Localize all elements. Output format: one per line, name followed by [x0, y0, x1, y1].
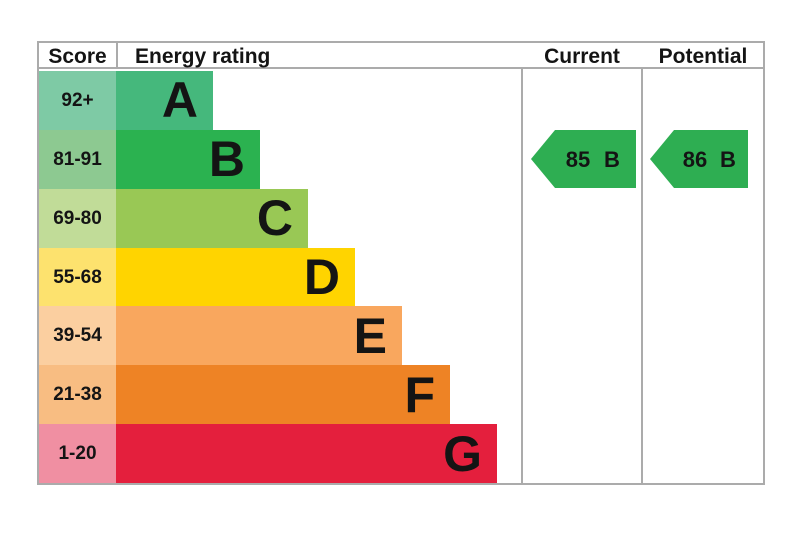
band-bar-a: A [116, 71, 213, 130]
band-bar-c: C [116, 188, 308, 248]
score-range-g: 1-20 [39, 424, 116, 484]
potential-band-letter: B [720, 147, 736, 172]
band-bar-e: E [116, 306, 402, 366]
score-range-a: 92+ [39, 71, 116, 130]
potential-rating-arrow: 86 B [650, 130, 748, 188]
band-row-d: 55-68 D [39, 247, 763, 307]
score-column-header: Score [39, 43, 118, 69]
band-row-f: 21-38 F [39, 365, 763, 425]
score-range-f: 21-38 [39, 365, 116, 425]
band-bar-f: F [116, 365, 450, 425]
potential-score-value: 86 [683, 147, 707, 172]
band-bar-g: G [116, 424, 497, 484]
epc-bands: 92+ A 81-91 B 69-80 C 55-68 D 39-54 E 21-38 F 1-20 G [39, 71, 763, 484]
band-bar-d: D [116, 247, 355, 307]
table-header-row: Score Energy rating Current Potential [39, 43, 763, 69]
potential-column-header: Potential [658, 44, 748, 68]
current-column-divider [521, 43, 523, 483]
band-letter-e: E [353, 307, 387, 364]
band-row-c: 69-80 C [39, 188, 763, 248]
energy-rating-column-header: Energy rating [135, 44, 271, 68]
band-letter-c: C [256, 190, 293, 247]
current-arrow-shape [531, 130, 636, 188]
band-row-b: 81-91 B [39, 129, 763, 189]
band-letter-f: F [404, 366, 435, 423]
band-letter-b: B [208, 131, 245, 188]
band-letter-g: G [443, 425, 482, 482]
score-range-d: 55-68 [39, 247, 116, 307]
band-letter-d: D [303, 249, 340, 305]
potential-arrow-shape [650, 130, 748, 188]
score-range-e: 39-54 [39, 306, 116, 366]
band-row-g: 1-20 G [39, 424, 763, 484]
epc-table: Score Energy rating Current Potential 92… [37, 41, 765, 485]
potential-column-divider [641, 43, 643, 483]
score-range-b: 81-91 [39, 129, 116, 189]
current-rating-arrow: 85 B [531, 130, 636, 188]
current-column-header: Current [544, 44, 620, 68]
band-row-e: 39-54 E [39, 306, 763, 366]
current-band-letter: B [604, 147, 620, 172]
band-row-a: 92+ A [39, 71, 763, 130]
score-range-c: 69-80 [39, 188, 116, 248]
band-bar-b: B [116, 129, 260, 189]
band-letter-a: A [161, 72, 198, 129]
current-score-value: 85 [566, 147, 590, 172]
